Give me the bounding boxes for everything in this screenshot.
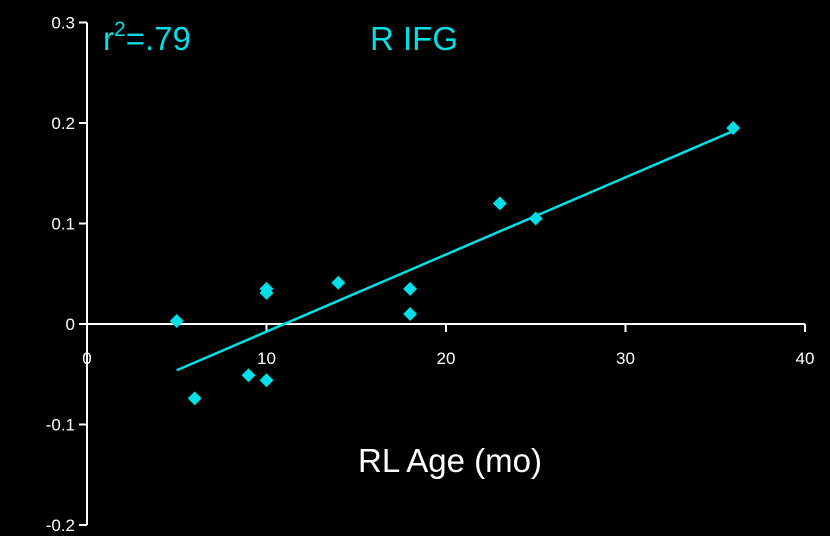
trendline-group xyxy=(176,129,734,372)
y-tick-label: -0.2 xyxy=(46,516,75,535)
x-tick-label: 0 xyxy=(82,349,91,368)
chart-title: R IFG xyxy=(370,20,458,57)
r-squared-annotation: r2=.79 xyxy=(103,18,191,57)
data-point xyxy=(187,391,202,406)
x-axis-label: RL Age (mo) xyxy=(358,442,542,479)
data-point xyxy=(259,285,274,300)
y-tick-label: 0.1 xyxy=(51,215,75,234)
data-point xyxy=(726,121,741,136)
data-point xyxy=(403,281,418,296)
axes: 0.3 0.2 0.1 0 -0.1 -0.2 0 10 20 30 40 xyxy=(46,14,815,536)
data-point xyxy=(241,368,256,383)
data-point xyxy=(403,306,418,321)
y-tick-label: 0 xyxy=(66,315,75,334)
data-point xyxy=(331,275,346,290)
x-tick-label: 30 xyxy=(616,349,635,368)
data-point xyxy=(492,196,507,211)
trendline xyxy=(176,129,734,372)
data-point xyxy=(169,313,184,328)
x-tick-label: 40 xyxy=(796,349,815,368)
data-points xyxy=(169,121,741,406)
y-tick-label: 0.2 xyxy=(51,114,75,133)
x-tick-label: 20 xyxy=(437,349,456,368)
y-tick-label: 0.3 xyxy=(51,14,75,33)
y-tick-label: -0.1 xyxy=(46,416,75,435)
data-point xyxy=(528,211,543,226)
data-point xyxy=(259,373,274,388)
x-tick-label: 10 xyxy=(257,349,276,368)
